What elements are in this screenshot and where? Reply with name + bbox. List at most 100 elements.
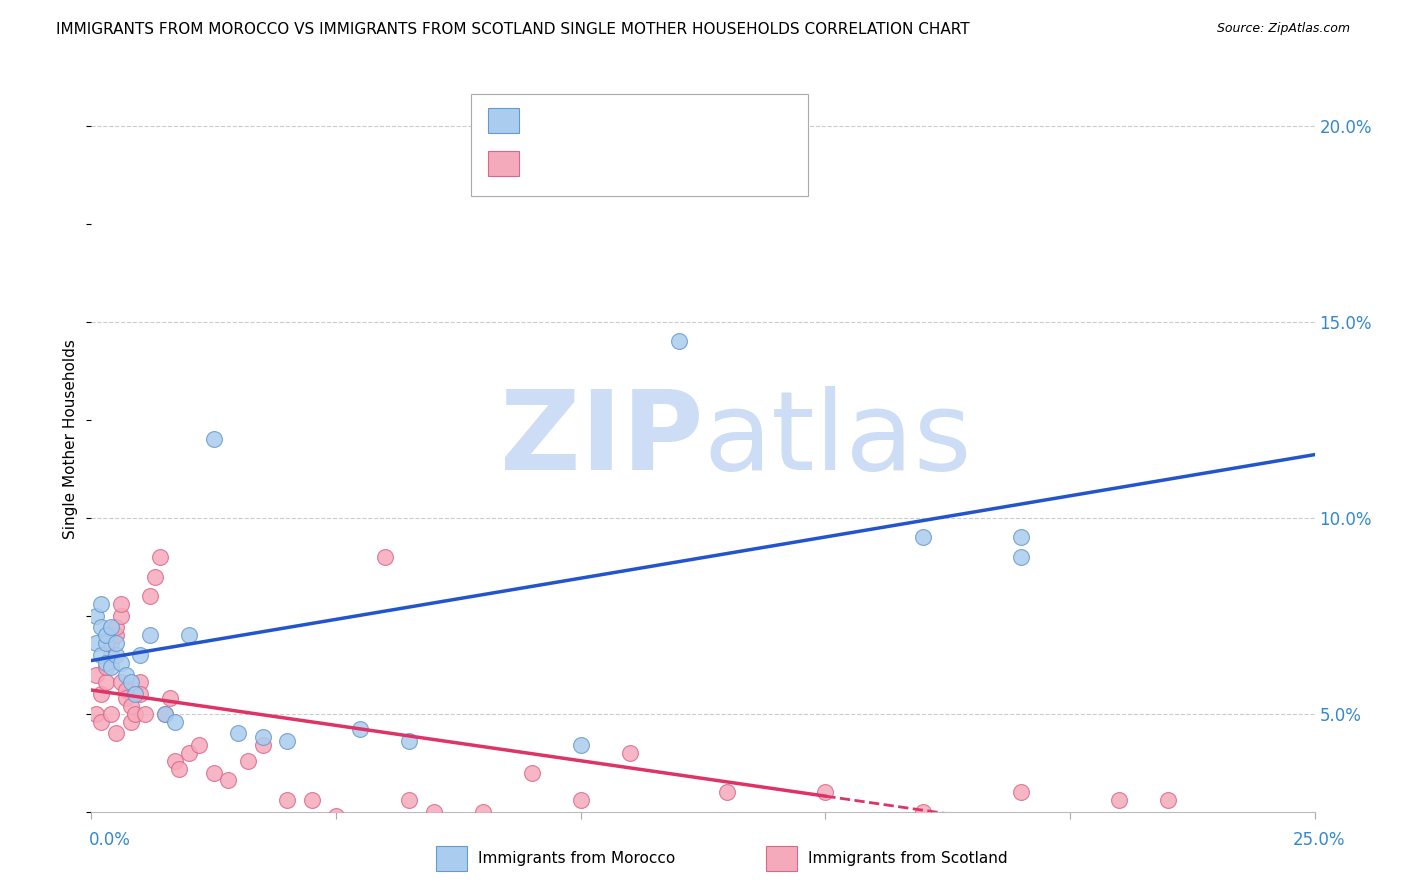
Point xyxy=(520,765,543,780)
Point xyxy=(94,656,117,670)
Point xyxy=(1010,785,1032,799)
Point xyxy=(90,687,112,701)
Text: atlas: atlas xyxy=(703,386,972,492)
Point xyxy=(325,808,347,822)
Point xyxy=(94,675,117,690)
Point xyxy=(143,569,166,583)
Text: IMMIGRANTS FROM MOROCCO VS IMMIGRANTS FROM SCOTLAND SINGLE MOTHER HOUSEHOLDS COR: IMMIGRANTS FROM MOROCCO VS IMMIGRANTS FR… xyxy=(56,22,970,37)
Point xyxy=(236,754,259,768)
Point xyxy=(110,597,132,611)
Point xyxy=(1010,530,1032,544)
Point xyxy=(120,698,142,713)
Point xyxy=(100,636,122,650)
Point xyxy=(104,620,127,634)
Point xyxy=(139,628,162,642)
Point xyxy=(163,754,186,768)
Point xyxy=(129,675,152,690)
Point xyxy=(114,667,136,681)
Point xyxy=(100,648,122,662)
Point xyxy=(84,608,107,623)
Point xyxy=(120,714,142,729)
Point xyxy=(252,738,274,752)
Point xyxy=(1010,549,1032,564)
Point xyxy=(90,648,112,662)
Point xyxy=(1157,793,1180,807)
Point xyxy=(104,628,127,642)
Point xyxy=(349,723,371,737)
Point xyxy=(104,648,127,662)
Point xyxy=(252,730,274,744)
Text: 0.0%: 0.0% xyxy=(89,831,131,849)
Point xyxy=(374,549,396,564)
Point xyxy=(129,648,152,662)
Point xyxy=(120,675,142,690)
Point xyxy=(149,549,172,564)
Text: 25.0%: 25.0% xyxy=(1294,831,1346,849)
Point xyxy=(276,734,298,748)
Point xyxy=(90,597,112,611)
Point xyxy=(114,691,136,706)
Text: Source: ZipAtlas.com: Source: ZipAtlas.com xyxy=(1216,22,1350,36)
Point xyxy=(110,656,132,670)
Text: R =: R = xyxy=(530,154,567,172)
Point xyxy=(84,667,107,681)
Point xyxy=(124,687,146,701)
Point xyxy=(110,675,132,690)
Text: Immigrants from Morocco: Immigrants from Morocco xyxy=(478,851,675,865)
Point xyxy=(569,738,592,752)
Point xyxy=(153,706,176,721)
Point xyxy=(153,706,176,721)
Point xyxy=(90,620,112,634)
Point xyxy=(398,793,420,807)
Point xyxy=(179,746,201,760)
Point xyxy=(912,805,935,819)
Point xyxy=(226,726,249,740)
Point xyxy=(569,793,592,807)
Text: 33: 33 xyxy=(692,112,716,129)
Point xyxy=(94,659,117,673)
Point xyxy=(179,628,201,642)
Point xyxy=(202,765,225,780)
Text: 0.105: 0.105 xyxy=(572,112,624,129)
Point xyxy=(100,659,122,673)
Point xyxy=(276,793,298,807)
Text: N =: N = xyxy=(636,112,683,129)
Point xyxy=(217,773,239,788)
Point xyxy=(104,726,127,740)
Point xyxy=(202,433,225,447)
Point xyxy=(139,589,162,603)
Point xyxy=(84,636,107,650)
Text: Immigrants from Scotland: Immigrants from Scotland xyxy=(808,851,1008,865)
Point xyxy=(110,608,132,623)
Point xyxy=(169,762,191,776)
Point xyxy=(94,636,117,650)
Point xyxy=(668,334,690,349)
Point xyxy=(90,714,112,729)
Y-axis label: Single Mother Households: Single Mother Households xyxy=(63,339,79,540)
Point xyxy=(114,683,136,698)
Point xyxy=(814,785,837,799)
Point xyxy=(134,706,156,721)
Point xyxy=(159,691,181,706)
Text: N =: N = xyxy=(636,154,683,172)
Text: ZIP: ZIP xyxy=(499,386,703,492)
Point xyxy=(84,706,107,721)
Text: R =: R = xyxy=(530,112,567,129)
Point xyxy=(301,793,323,807)
Point xyxy=(188,738,211,752)
Text: 52: 52 xyxy=(692,154,714,172)
Point xyxy=(423,805,446,819)
Point xyxy=(716,785,738,799)
Point xyxy=(619,746,641,760)
Point xyxy=(100,620,122,634)
Point xyxy=(124,706,146,721)
Point xyxy=(100,706,122,721)
Point xyxy=(163,714,186,729)
Point xyxy=(94,628,117,642)
Point xyxy=(471,805,494,819)
Point xyxy=(1108,793,1130,807)
Point xyxy=(129,687,152,701)
Point xyxy=(471,178,494,192)
Point xyxy=(398,734,420,748)
Text: 0.272: 0.272 xyxy=(572,154,626,172)
